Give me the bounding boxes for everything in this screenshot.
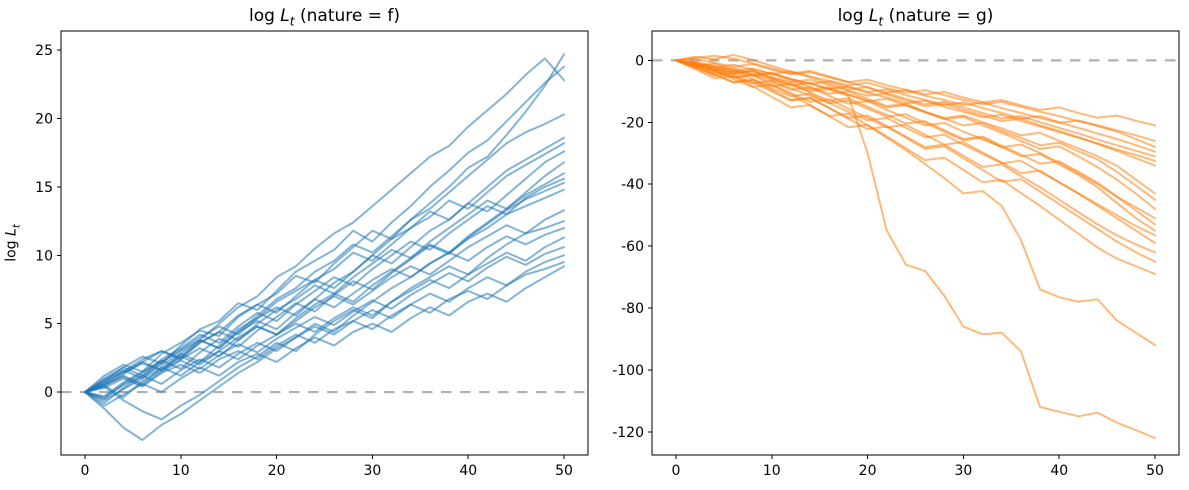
series-lines (84, 53, 565, 441)
series-line (84, 246, 565, 394)
series-line (675, 59, 1156, 263)
series-line (675, 59, 1156, 439)
plot-background (652, 31, 1179, 455)
series-line (675, 59, 1156, 153)
series-line (675, 54, 1156, 149)
panel-f-title: log Lt (nature = f) (61, 6, 588, 28)
series-line (84, 265, 565, 407)
x-tick-label: 20 (268, 463, 286, 479)
series-line (84, 261, 565, 394)
y-tick-label: 20 (35, 112, 53, 128)
series-line (84, 254, 565, 399)
title-text: log (837, 6, 869, 26)
x-tick-label: 0 (671, 463, 680, 479)
axes-spines (651, 30, 1180, 456)
series-line (84, 220, 565, 421)
plot-background (61, 31, 588, 455)
y-tick-label: 0 (44, 385, 53, 401)
title-var: L (868, 6, 879, 26)
series-line (84, 177, 565, 394)
series-line (675, 53, 1156, 167)
y-tick-label: 25 (35, 43, 53, 59)
x-tick-label: 40 (459, 463, 477, 479)
plot-area: 0 10 20 30 40 50 0 -20 -40 -60 -80 -100 -120 (612, 30, 1180, 479)
y-tick-label: -20 (621, 115, 644, 131)
y-tick-label: -120 (612, 425, 644, 441)
y-tick-label: -60 (621, 239, 644, 255)
title-subscript: t (878, 14, 884, 29)
axes-spines (60, 30, 589, 456)
x-tick-label: 50 (555, 463, 573, 479)
x-tick-label: 30 (363, 463, 381, 479)
plot-area: 0 10 20 30 40 50 0 5 10 15 20 25 (35, 30, 589, 479)
title-text: (nature = g) (883, 6, 994, 26)
x-tick-label: 30 (954, 463, 972, 479)
panel-g-plot: 0 10 20 30 40 50 0 -20 -40 -60 -80 -100 -120 (612, 30, 1180, 479)
x-tick-label: 0 (80, 463, 89, 479)
series-line (84, 227, 565, 394)
x-tick-label: 50 (1146, 463, 1164, 479)
y-tick-label: 15 (35, 180, 53, 196)
x-tick-label: 10 (172, 463, 190, 479)
y-tick-label: -40 (621, 177, 644, 193)
title-var: L (280, 6, 290, 26)
x-tick-label: 40 (1050, 463, 1068, 479)
series-line (675, 59, 1156, 254)
series-line (84, 142, 565, 394)
title-text: log (248, 6, 281, 26)
series-line (675, 59, 1156, 347)
x-tick-label: 10 (763, 463, 781, 479)
y-tick-label: 0 (635, 53, 644, 69)
y-tick-label: 5 (44, 317, 53, 333)
title-text: (nature = f) (294, 6, 401, 26)
series-line (84, 209, 565, 394)
series-lines (675, 53, 1156, 439)
panel-g-title: log Lt (nature = g) (652, 6, 1179, 28)
y-tick-label: -80 (621, 301, 644, 317)
y-tick-label: -100 (612, 363, 644, 379)
y-tick-label: 10 (35, 248, 53, 264)
panel-f-plot: 0 10 20 30 40 50 0 5 10 15 20 25 (35, 30, 589, 479)
title-subscript: t (289, 14, 295, 29)
series-line (675, 59, 1156, 244)
x-tick-label: 20 (859, 463, 877, 479)
series-line (675, 59, 1156, 275)
